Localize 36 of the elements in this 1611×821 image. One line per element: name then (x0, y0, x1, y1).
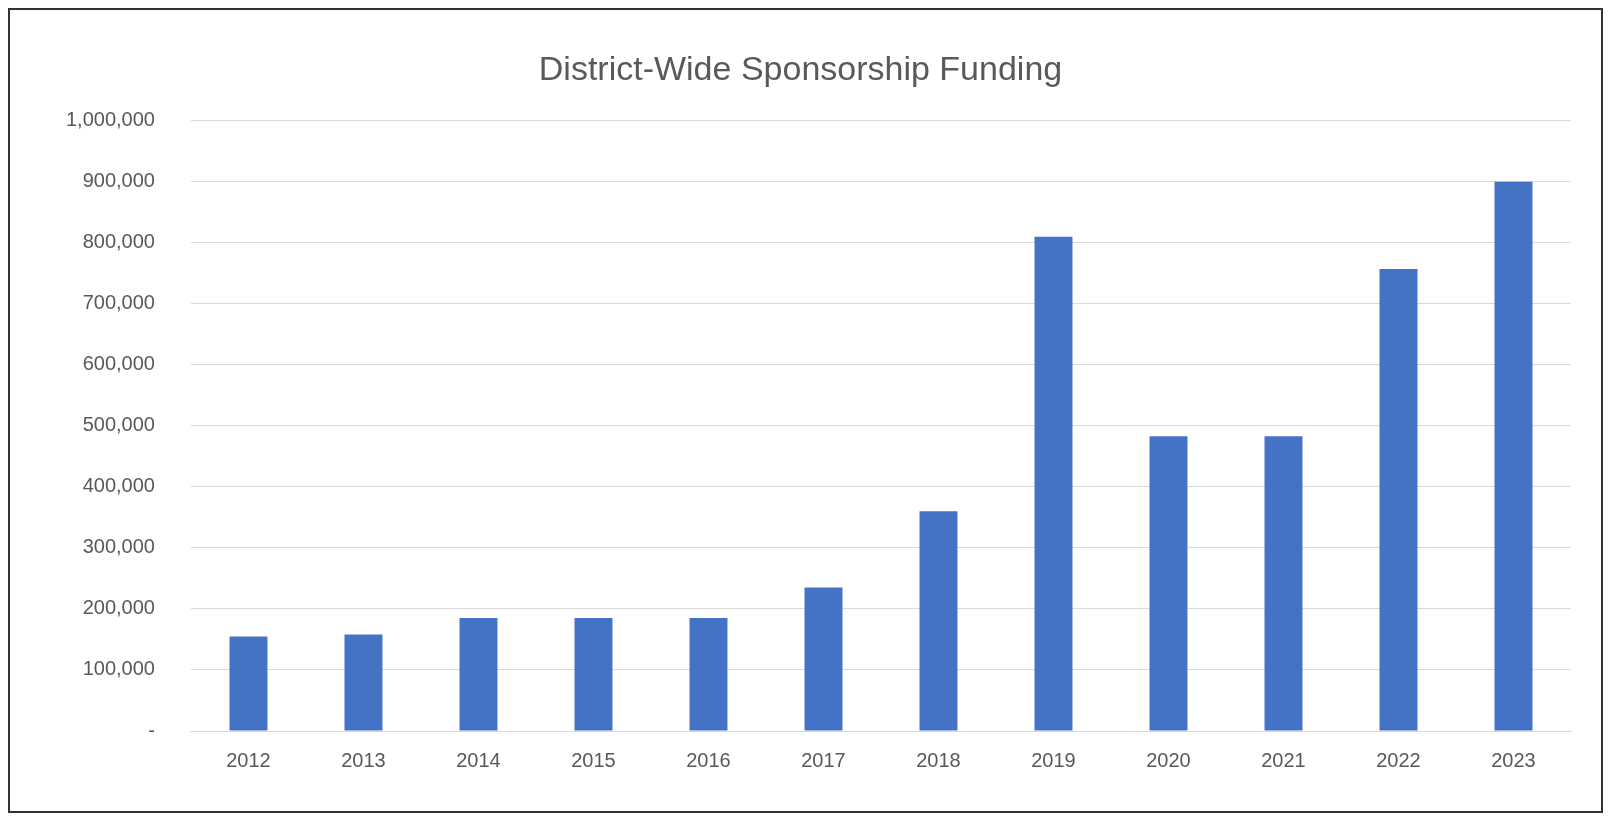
x-tick-label: 2021 (1261, 748, 1306, 771)
bar (689, 618, 728, 731)
bar (344, 634, 383, 731)
x-tick-label: 2013 (341, 748, 386, 771)
y-tick-label: 300,000 (82, 535, 155, 558)
bar (919, 511, 958, 731)
bar (1494, 181, 1533, 731)
x-tick-label: 2022 (1376, 748, 1421, 771)
x-tick-label: 2023 (1491, 748, 1536, 771)
x-tick-label: 2017 (801, 748, 846, 771)
y-tick-label: 100,000 (82, 657, 155, 680)
y-tick-label: 900,000 (82, 169, 155, 192)
x-tick-label: 2020 (1146, 748, 1191, 771)
bar (1149, 436, 1188, 731)
x-tick-label: 2018 (916, 748, 961, 771)
x-tick-label: 2015 (571, 748, 616, 771)
y-tick-label: 800,000 (82, 230, 155, 253)
bar (574, 618, 613, 731)
chart-title: District-Wide Sponsorship Funding (538, 48, 1063, 87)
bar (229, 636, 268, 731)
bar (1034, 236, 1073, 731)
y-tick-label: 400,000 (82, 474, 155, 497)
bar (459, 618, 498, 731)
y-tick-label: 600,000 (82, 352, 155, 375)
y-tick-label: 200,000 (82, 596, 155, 619)
y-tick-label: 700,000 (82, 291, 155, 314)
y-tick-label: 1,000,000 (65, 108, 155, 131)
x-tick-label: 2012 (226, 748, 271, 771)
x-tick-label: 2019 (1031, 748, 1076, 771)
x-tick-label: 2014 (456, 748, 501, 771)
x-tick-label: 2016 (686, 748, 731, 771)
y-tick-label: 500,000 (82, 413, 155, 436)
bar (1264, 436, 1303, 731)
bar (804, 587, 843, 731)
bar (1379, 269, 1418, 731)
y-tick-label: - (148, 718, 155, 741)
